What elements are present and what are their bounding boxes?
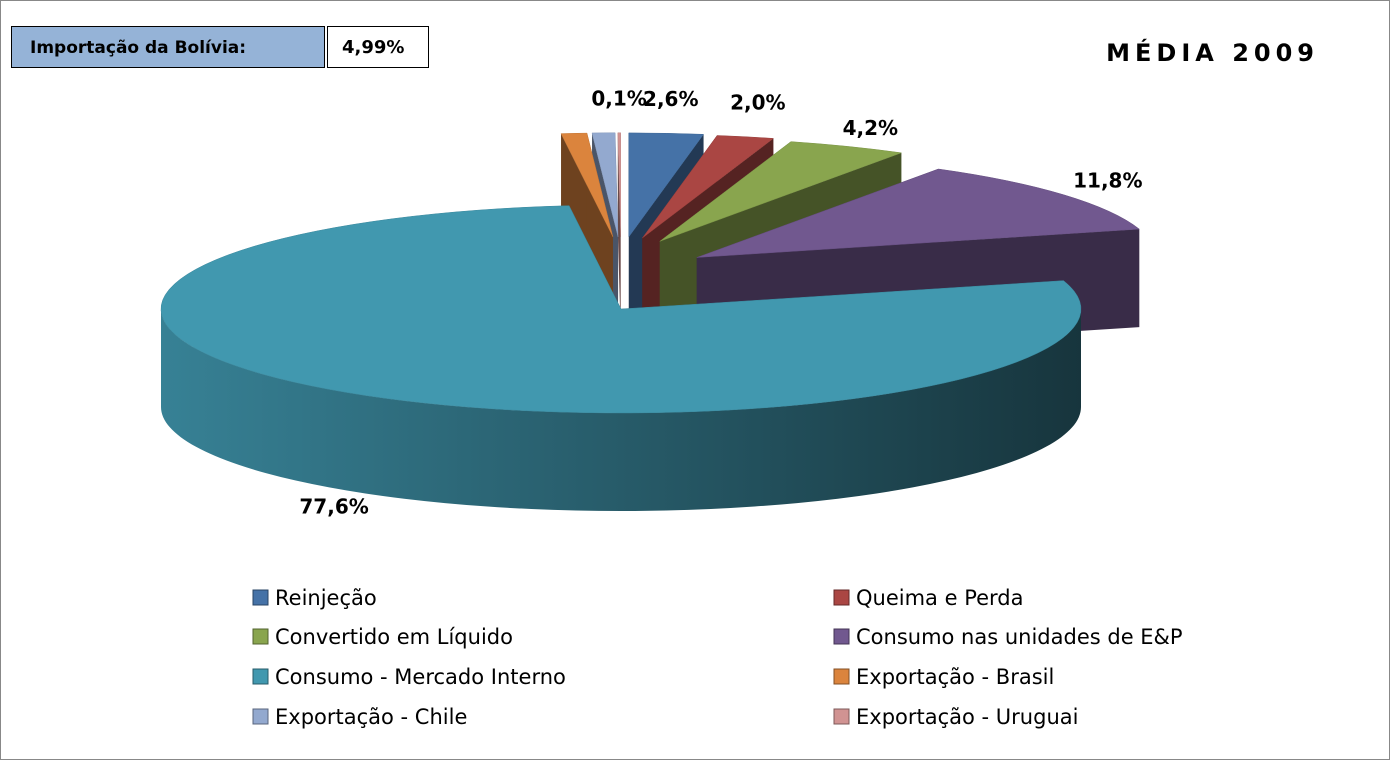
slice-top	[659, 141, 902, 242]
data-label: 2,0%	[730, 91, 785, 115]
legend-swatch	[252, 628, 269, 645]
note-label: Importação da Bolívia:	[11, 26, 325, 68]
legend-label: Exportação - Chile	[275, 705, 467, 729]
slice-top	[591, 132, 619, 237]
legend-swatch	[833, 708, 850, 725]
legend-swatch	[833, 628, 850, 645]
slice-top	[628, 132, 705, 238]
data-label: 4,2%	[843, 116, 898, 140]
chart-title: MÉDIA 2009	[1106, 39, 1319, 67]
legend-label: Exportação - Brasil	[856, 665, 1054, 689]
legend-swatch	[252, 708, 269, 725]
data-label: 2,6%	[643, 87, 698, 111]
legend-label: Consumo - Mercado Interno	[275, 665, 566, 689]
slice-top	[696, 168, 1140, 258]
slice-top	[160, 205, 1082, 414]
note-value: 4,99%	[327, 26, 429, 68]
legend-swatch	[833, 668, 850, 685]
legend-label: Reinjeção	[275, 586, 377, 610]
legend-swatch	[252, 589, 269, 606]
slice-wall	[161, 309, 1081, 511]
legend-label: Consumo nas unidades de E&P	[856, 625, 1183, 649]
legend-label: Exportação - Uruguai	[856, 705, 1078, 729]
slice-top	[642, 135, 775, 239]
legend-label: Convertido em Líquido	[275, 625, 513, 649]
legend-swatch	[252, 668, 269, 685]
legend-swatch	[833, 589, 850, 606]
slice-top	[560, 132, 614, 238]
slice-side	[617, 132, 621, 335]
data-label: 77,6%	[299, 495, 368, 519]
legend-label: Queima e Perda	[856, 586, 1024, 610]
slice	[617, 132, 621, 335]
slice-top	[617, 132, 621, 237]
data-label: 0,1%	[591, 86, 646, 110]
data-label: 11,8%	[1073, 168, 1142, 192]
slice	[160, 205, 1082, 511]
